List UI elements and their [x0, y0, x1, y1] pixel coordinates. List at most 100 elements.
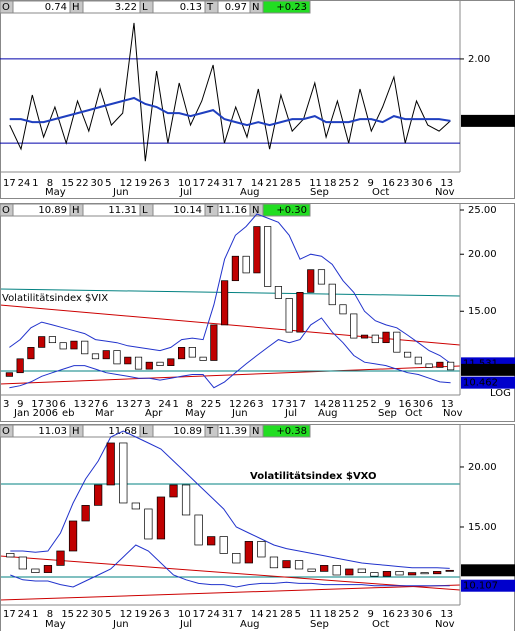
- candle: [445, 569, 454, 572]
- x-day-label: 5: [295, 178, 301, 189]
- header-label: H: [72, 426, 80, 437]
- x-day-label: 7: [236, 178, 242, 189]
- x-day-label: 22: [201, 399, 214, 410]
- candle: [360, 334, 369, 339]
- x-day-label: 3: [144, 399, 150, 410]
- header-value: 11.31: [108, 205, 137, 216]
- candle: [269, 556, 279, 569]
- x-day-label: 5: [295, 609, 301, 620]
- candle: [294, 560, 304, 570]
- x-day-label: 7: [236, 609, 242, 620]
- x-day-label: 31: [286, 399, 299, 410]
- x-day-label: 2: [353, 178, 359, 189]
- header-label: T: [206, 2, 214, 13]
- candle: [145, 361, 153, 370]
- x-month-label: Jul: [284, 408, 297, 419]
- x-day-label: 13: [441, 399, 454, 410]
- x-month-label: eb: [62, 408, 75, 419]
- x-day-label: 12: [120, 609, 133, 620]
- candle: [414, 356, 422, 365]
- x-month-label: Aug: [240, 619, 260, 630]
- candle: [253, 226, 261, 274]
- x-day-label: 12: [229, 399, 242, 410]
- x-day-label: 25: [338, 609, 351, 620]
- header-label: T: [206, 205, 214, 216]
- x-day-label: 13: [74, 399, 87, 410]
- candle: [231, 255, 239, 282]
- x-day-label: 28: [280, 178, 293, 189]
- price-box: [461, 564, 515, 577]
- x-month-label: Aug: [318, 408, 338, 419]
- price-box-label: 10.462: [463, 378, 498, 389]
- candle: [48, 336, 57, 344]
- header-value-box: [262, 203, 311, 217]
- header-label: O: [2, 205, 10, 216]
- x-day-label: 9: [368, 609, 374, 620]
- x-day-label: 31: [222, 609, 235, 620]
- x-month-label: Sep: [378, 408, 397, 419]
- candle: [296, 292, 304, 333]
- header-value: +0.23: [276, 2, 307, 13]
- x-day-label: 22: [76, 609, 89, 620]
- header-value: 0.97: [225, 2, 247, 13]
- x-day-label: 8: [47, 178, 53, 189]
- x-day-label: 25: [338, 178, 351, 189]
- candle: [27, 347, 35, 360]
- x-day-label: 28: [280, 609, 293, 620]
- x-day-label: 27: [130, 399, 143, 410]
- candle: [5, 372, 13, 377]
- header-value: 10.89: [38, 205, 67, 216]
- x-month-label: Aug: [240, 187, 260, 198]
- y-tick-label: 2.00: [468, 54, 490, 65]
- candle: [134, 356, 143, 370]
- x-day-label: 12: [120, 178, 133, 189]
- candle: [16, 358, 24, 374]
- x-day-label: 11: [342, 399, 355, 410]
- price-box: [461, 114, 515, 127]
- candle: [382, 571, 392, 577]
- x-month-label: Oct: [372, 187, 389, 198]
- x-month-label: Nov: [443, 408, 463, 419]
- candle: [181, 484, 191, 516]
- x-day-label: 9: [368, 178, 374, 189]
- candle: [317, 269, 326, 285]
- price-box-label: 11.16: [463, 365, 492, 376]
- x-month-label: Sep: [310, 619, 329, 630]
- header-value-box: [262, 0, 311, 14]
- y-tick-label: 15.00: [468, 522, 497, 533]
- candle: [447, 361, 455, 371]
- x-day-label: 25: [356, 399, 369, 410]
- x-day-label: 11: [309, 609, 322, 620]
- header-label: O: [2, 426, 10, 437]
- candle: [328, 283, 336, 306]
- header-label: T: [206, 426, 214, 437]
- x-month-label: Jul: [179, 187, 192, 198]
- x-day-label: 10: [178, 178, 191, 189]
- x-day-label: 6: [427, 399, 433, 410]
- candle: [221, 280, 229, 326]
- x-month-label: Jun: [231, 408, 248, 419]
- x-month-label: May: [45, 187, 66, 198]
- candle: [244, 541, 253, 564]
- header-value: +0.38: [276, 426, 307, 437]
- candle: [94, 484, 103, 506]
- x-day-label: 17: [271, 399, 284, 410]
- price-box: [461, 579, 515, 592]
- header-label: N: [252, 205, 259, 216]
- x-day-label: 17: [193, 609, 206, 620]
- x-day-label: 30: [90, 609, 103, 620]
- x-day-label: 24: [158, 399, 171, 410]
- candle: [188, 347, 196, 358]
- x-month-label: Jan 2006: [13, 408, 58, 419]
- series-line: [9, 22, 451, 162]
- candle: [307, 269, 315, 293]
- x-day-label: 17: [193, 178, 206, 189]
- series-line: [10, 430, 450, 569]
- candle: [38, 336, 46, 348]
- x-day-label: 1: [173, 399, 179, 410]
- x-day-label: 30: [411, 178, 424, 189]
- x-day-label: 30: [90, 178, 103, 189]
- trend-line: [0, 584, 461, 601]
- x-day-label: 2: [370, 399, 376, 410]
- candle: [91, 353, 100, 360]
